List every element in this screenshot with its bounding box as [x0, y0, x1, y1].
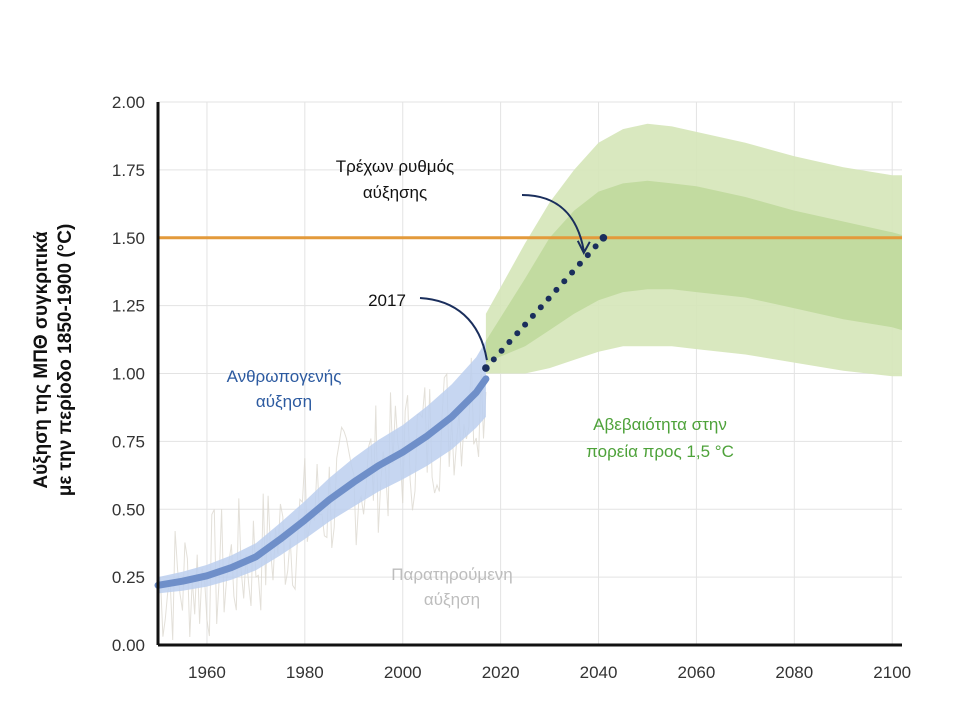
x-tick-label: 2020: [482, 663, 520, 682]
y-tick-label: 1.25: [112, 297, 145, 316]
uncertainty-inner-band: [485, 180, 902, 363]
y-tick-label: 0.25: [112, 568, 145, 587]
annotation-uncertainty-line1: Αβεβαιότητα στην: [593, 415, 727, 434]
current-rate-point: [584, 252, 591, 259]
current-rate-point: [553, 286, 560, 293]
current-rate-point: [592, 243, 599, 250]
arrow-current-rate: [521, 194, 585, 251]
current-rate-point: [576, 260, 583, 267]
arrow-2017: [419, 297, 488, 361]
anthropogenic-band: [158, 340, 486, 594]
anthropogenic-series: [154, 340, 490, 594]
annotation-observed-line1: Παρατηρούμενη: [391, 565, 513, 584]
annotation-observed-line2: αύξηση: [424, 590, 480, 609]
current-rate-point: [537, 304, 544, 311]
y-tick-label: 0.00: [112, 636, 145, 655]
current-rate-point: [599, 234, 608, 242]
current-rate-point: [561, 278, 568, 285]
current-rate-point: [498, 347, 505, 354]
y-tick-label: 0.75: [112, 432, 145, 451]
anthropogenic-line: [154, 375, 490, 589]
annotation-arrows: [419, 194, 591, 361]
current-rate-point: [569, 269, 576, 276]
x-tick-label: 1980: [286, 663, 324, 682]
x-tick-label: 2000: [384, 663, 422, 682]
x-tick-label: 2040: [580, 663, 618, 682]
tick-labels: 0.00 0.25 0.50 0.75 1.00 1.25 1.50 1.75 2.00 1960…: [112, 93, 911, 682]
arrow-current-rate-head: [576, 240, 591, 255]
x-tick-label: 2080: [775, 663, 813, 682]
y-tick-label: 0.50: [112, 500, 145, 519]
current-rate-point: [490, 356, 497, 363]
uncertainty-bands: [485, 123, 902, 377]
current-rate-point: [482, 364, 490, 372]
current-rate-point: [514, 330, 521, 337]
annotation-anthropogenic-line2: αύξηση: [256, 392, 312, 411]
current-rate-point: [529, 312, 536, 319]
current-rate-series: [482, 234, 608, 372]
y-axis-label-line1: Αύξηση της ΜΠΘ συγκριτικά: [31, 231, 52, 489]
current-rate-point: [545, 295, 552, 302]
y-axis-label-line2: με την περίοδο 1850-1900 (°C): [55, 224, 76, 497]
y-tick-label: 1.00: [112, 365, 145, 384]
annotation-2017: 2017: [368, 291, 406, 310]
y-tick-label: 1.75: [112, 161, 145, 180]
y-tick-label: 2.00: [112, 93, 145, 112]
x-tick-label: 2060: [678, 663, 716, 682]
annotation-current-rate-line1: Τρέχων ρυθμός: [336, 157, 454, 176]
x-tick-label: 1960: [188, 663, 226, 682]
x-tick-label: 2100: [873, 663, 911, 682]
current-rate-point: [522, 321, 529, 328]
annotation-current-rate-line2: αύξησης: [363, 183, 427, 202]
annotation-uncertainty-line2: πορεία προς 1,5 °C: [586, 442, 734, 461]
annotation-anthropogenic-line1: Ανθρωπογενής: [227, 367, 342, 386]
axes: [156, 102, 902, 647]
y-tick-label: 1.50: [112, 229, 145, 248]
current-rate-point: [506, 339, 513, 345]
